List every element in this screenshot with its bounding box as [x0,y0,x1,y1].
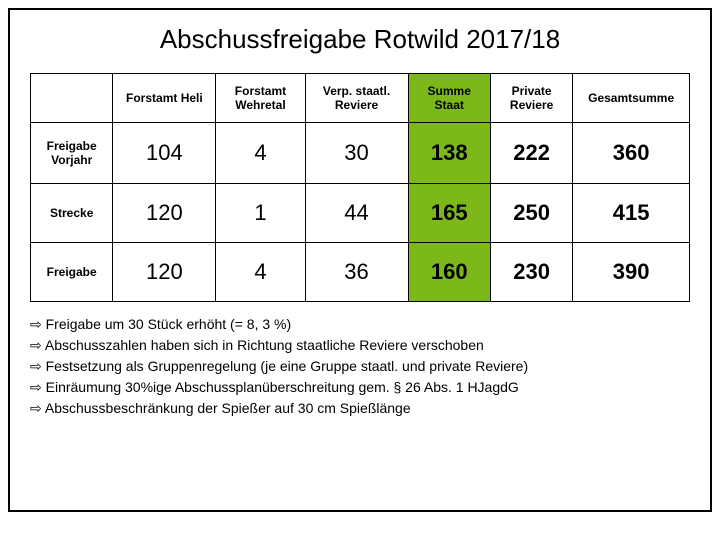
col-head-empty [31,74,113,123]
cell: 36 [305,243,408,302]
cell: 390 [573,243,690,302]
cell: 1 [216,184,305,243]
note-line: Einräumung 30%ige Abschussplanüberschrei… [30,377,690,398]
note-line: Freigabe um 30 Stück erhöht (= 8, 3 %) [30,314,690,335]
table-row: Strecke 120 1 44 165 250 415 [31,184,690,243]
row-label: Freigabe Vorjahr [31,123,113,184]
cell: 160 [408,243,490,302]
row-label: Freigabe [31,243,113,302]
cell: 250 [490,184,572,243]
cell: 4 [216,243,305,302]
cell: 4 [216,123,305,184]
data-table: Forstamt Heli Forstamt Wehretal Verp. st… [30,73,690,302]
col-head: Forstamt Wehretal [216,74,305,123]
cell: 120 [113,243,216,302]
cell: 230 [490,243,572,302]
row-label: Strecke [31,184,113,243]
cell: 415 [573,184,690,243]
col-head: Verp. staatl. Reviere [305,74,408,123]
cell: 165 [408,184,490,243]
cell: 360 [573,123,690,184]
col-head: Gesamtsumme [573,74,690,123]
cell: 44 [305,184,408,243]
cell: 120 [113,184,216,243]
col-head: Private Reviere [490,74,572,123]
col-head: Summe Staat [408,74,490,123]
page-title: Abschussfreigabe Rotwild 2017/18 [30,24,690,55]
cell: 138 [408,123,490,184]
notes-block: Freigabe um 30 Stück erhöht (= 8, 3 %) A… [30,314,690,419]
note-line: Abschussbeschränkung der Spießer auf 30 … [30,398,690,419]
note-line: Festsetzung als Gruppenregelung (je eine… [30,356,690,377]
page-frame: Abschussfreigabe Rotwild 2017/18 Forstam… [8,8,712,512]
cell: 104 [113,123,216,184]
table-row: Freigabe Vorjahr 104 4 30 138 222 360 [31,123,690,184]
table-head-row: Forstamt Heli Forstamt Wehretal Verp. st… [31,74,690,123]
cell: 222 [490,123,572,184]
note-line: Abschusszahlen haben sich in Richtung st… [30,335,690,356]
table-row: Freigabe 120 4 36 160 230 390 [31,243,690,302]
cell: 30 [305,123,408,184]
col-head: Forstamt Heli [113,74,216,123]
